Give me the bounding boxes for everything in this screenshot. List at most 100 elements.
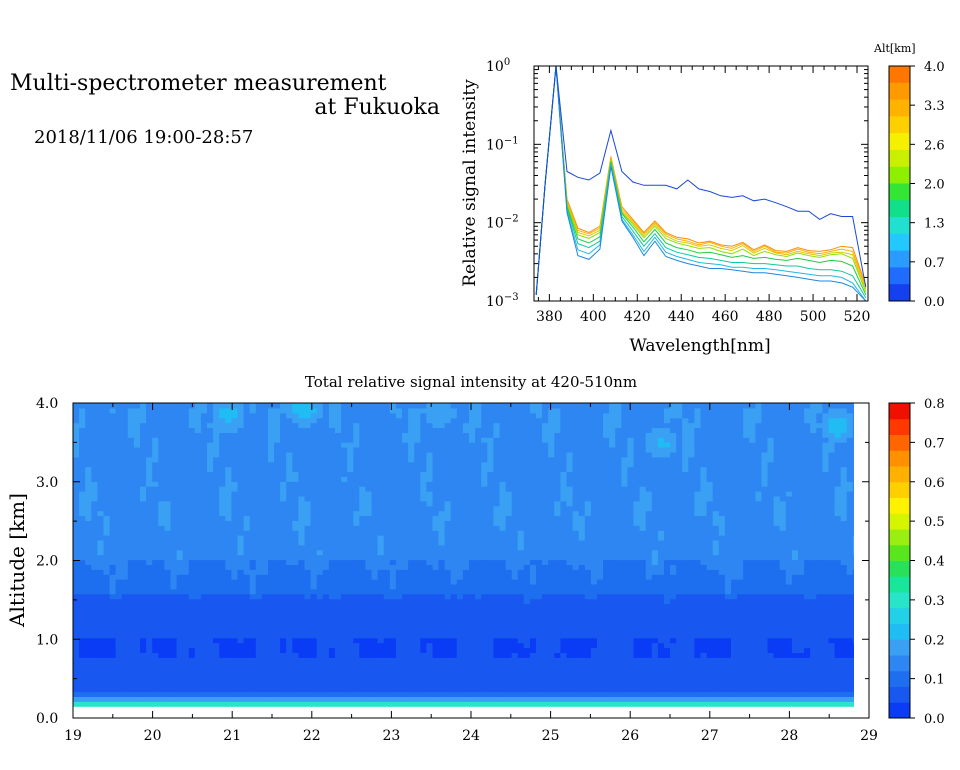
heatmap-cell — [402, 442, 409, 448]
heatmap-cell — [121, 432, 129, 438]
heatmap-cell — [322, 486, 330, 492]
heatmap-cell — [182, 632, 190, 639]
heatmap-cell — [462, 583, 470, 590]
heatmap-cell — [152, 403, 159, 409]
heatmap-cell — [499, 422, 507, 429]
spectrum-series-line-0 — [535, 66, 867, 295]
heatmap-cell — [371, 569, 379, 575]
heatmap-cell — [140, 437, 147, 443]
heatmap-cell — [103, 598, 111, 605]
heatmap-cell — [414, 686, 421, 693]
heatmap-cell — [127, 447, 135, 453]
heatmap-cell — [395, 691, 403, 697]
heatmap-cell — [408, 637, 415, 644]
heatmap-cell — [176, 637, 184, 644]
heatmap-cell — [292, 627, 299, 634]
heatmap-cell — [213, 657, 220, 663]
heatmap-cell — [536, 476, 543, 482]
heatmap-cell — [127, 535, 135, 541]
heatmap-cell — [523, 549, 531, 556]
heatmap-cell — [200, 583, 208, 590]
heatmap-cell — [237, 676, 245, 683]
heatmap-cell — [152, 520, 159, 526]
heatmap-cell — [316, 554, 324, 561]
heatmap-cell — [529, 696, 537, 702]
heatmap-cell — [456, 608, 464, 614]
heatmap-cell — [103, 549, 111, 556]
heatmap-cell — [79, 451, 86, 458]
heatmap-cell — [408, 481, 415, 487]
heatmap-cell — [517, 544, 525, 551]
heatmap-cell — [249, 535, 257, 541]
title-line-1: Multi-spectrometer measurement — [10, 71, 387, 96]
heatmap-cell — [493, 505, 501, 512]
heatmap-cell — [536, 583, 543, 590]
heatmap-cell — [280, 574, 287, 580]
heatmap-cell — [261, 417, 269, 424]
heatmap-cell — [146, 564, 153, 570]
heatmap-cell — [536, 456, 543, 463]
heatmap-cell — [444, 632, 452, 639]
heatmap-cell — [219, 632, 226, 639]
heatmap-cell — [389, 559, 397, 565]
heatmap-cell — [188, 456, 196, 463]
heatmap-cell — [85, 525, 92, 531]
heatmap-cell — [475, 701, 482, 707]
heatmap-cell — [341, 525, 348, 531]
heatmap-cell — [207, 598, 214, 605]
heatmap-cell — [335, 417, 342, 424]
heatmap-cell — [395, 603, 403, 609]
heatmap-cell — [426, 427, 434, 433]
heatmap-cell — [432, 442, 440, 448]
heatmap-cell — [213, 686, 220, 693]
heatmap-cell — [383, 583, 391, 590]
heatmap-cell — [444, 427, 452, 433]
heatmap-cell — [158, 476, 165, 482]
heatmap-cell — [255, 588, 263, 595]
heatmap-cell — [408, 515, 415, 521]
heatmap-cell — [85, 412, 92, 419]
heatmap-cell — [85, 515, 92, 521]
heatmap-cell — [85, 407, 92, 414]
heatmap-cell — [207, 432, 214, 438]
heatmap-cell — [395, 456, 403, 463]
heatmap-cell — [188, 520, 196, 526]
heatmap-cell — [475, 471, 482, 477]
altitude-time-heatmap: Total relative signal intensity at 420-5… — [5, 373, 878, 744]
heatmap-cell — [341, 505, 348, 512]
heatmap-cell — [335, 593, 342, 600]
heatmap-cell — [225, 564, 232, 570]
heatmap-cell — [225, 598, 232, 605]
heatmap-cell — [176, 535, 184, 541]
heatmap-cell — [121, 500, 129, 507]
heatmap-cell — [231, 466, 239, 473]
heatmap-cell — [341, 569, 348, 575]
heatmap-cell — [469, 623, 476, 629]
heatmap-cell — [487, 539, 494, 546]
heatmap-cell — [469, 461, 476, 468]
heatmap-cell — [243, 535, 251, 541]
heatmap-cell — [347, 662, 354, 668]
heatmap-cell — [316, 525, 324, 531]
heatmap-cell — [200, 642, 208, 649]
heatmap-cell — [280, 608, 287, 614]
heatmap-cell — [402, 564, 409, 570]
heatmap-cell — [359, 466, 366, 473]
spectrum-x-tick-label: 420 — [624, 309, 651, 325]
heatmap-cell — [432, 554, 440, 561]
heatmap-cell — [146, 623, 153, 629]
heatmap-cell — [121, 530, 129, 536]
heatmap-cell — [517, 539, 525, 546]
heatmap-cell — [97, 407, 105, 414]
heatmap-cell — [170, 403, 178, 409]
heatmap-cell — [219, 495, 226, 502]
heatmap-cell — [188, 461, 196, 468]
heatmap-cell — [115, 608, 123, 614]
heatmap-cell — [268, 627, 275, 634]
heatmap-cell — [389, 672, 397, 678]
heatmap-cell — [371, 447, 379, 453]
heatmap-cell — [523, 583, 531, 590]
heatmap-cell — [237, 407, 245, 414]
heatmap-cell — [103, 432, 111, 438]
heatmap-cell — [517, 627, 525, 634]
